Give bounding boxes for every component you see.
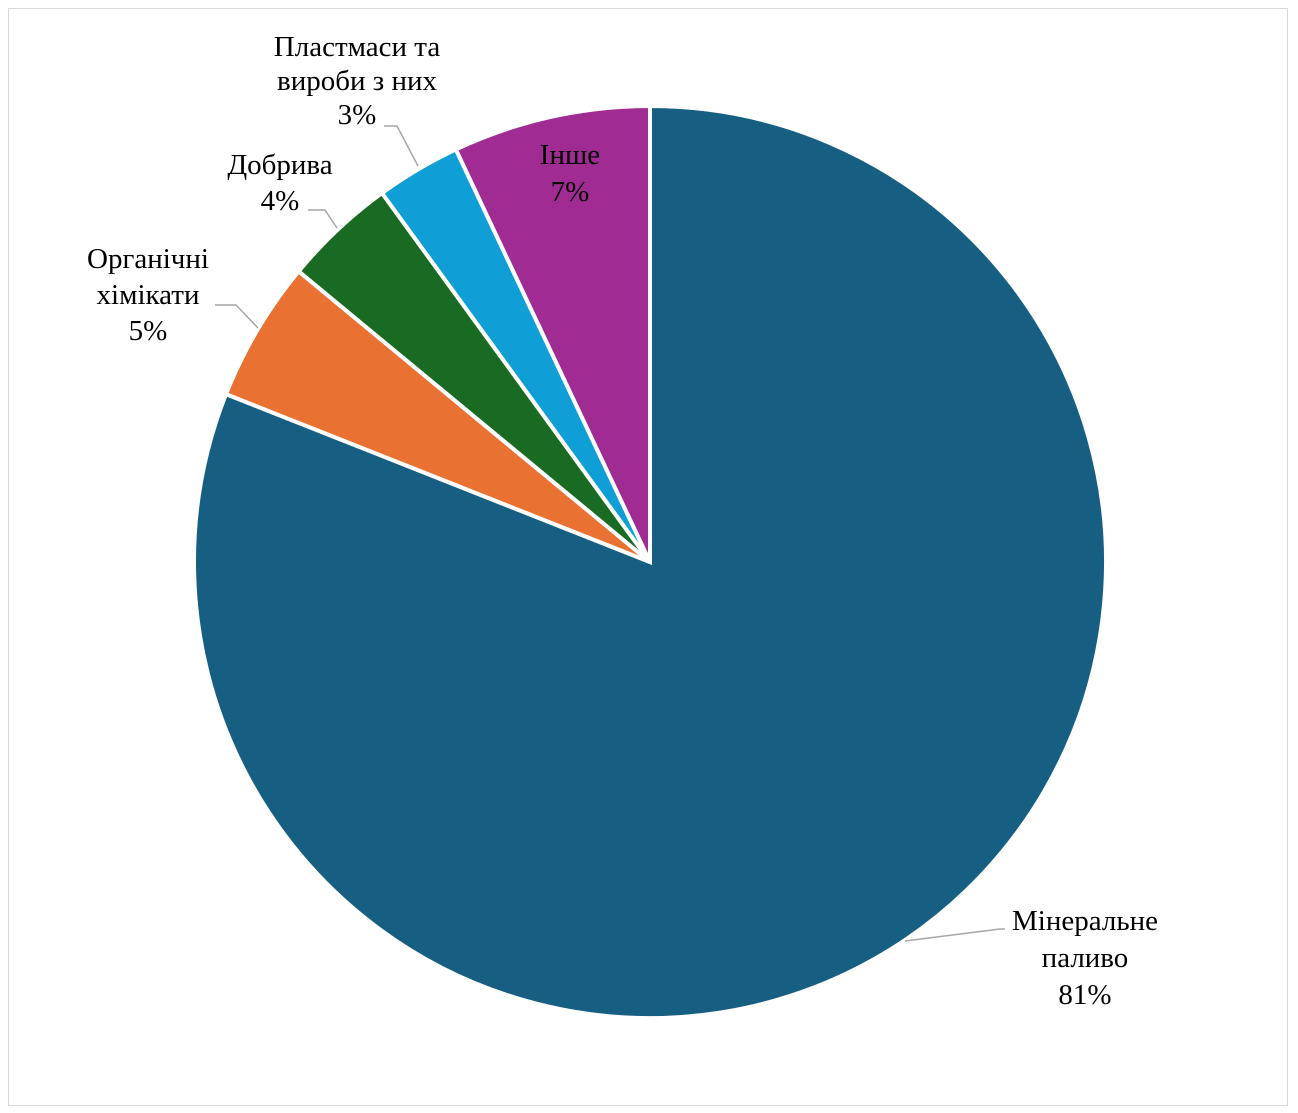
data-label-category: Пластмаси та — [274, 31, 441, 63]
data-label-value: 7% — [551, 176, 590, 208]
data-label: Мінеральне паливо 81% — [1012, 905, 1158, 1011]
data-label-category: Добрива — [227, 149, 332, 181]
data-label-category: Органічні — [87, 243, 209, 275]
leader-line — [308, 210, 337, 228]
data-label: Добрива 4% — [227, 149, 332, 217]
data-label-category: Інше — [540, 139, 600, 171]
data-label-category: Мінеральне — [1012, 905, 1158, 937]
leader-line — [384, 126, 418, 166]
data-label: Органічні хімікати 5% — [87, 243, 209, 347]
data-label-value: 5% — [129, 315, 168, 347]
leader-line — [215, 305, 258, 328]
data-label-category: хімікати — [97, 279, 200, 311]
data-label-value: 4% — [261, 185, 300, 217]
data-label-value: 81% — [1058, 979, 1111, 1011]
data-label-value: 3% — [338, 99, 377, 131]
data-label: Пластмаси та вироби з них 3% — [274, 31, 441, 131]
data-label-category: вироби з них — [277, 65, 437, 97]
data-label-category: паливо — [1042, 942, 1129, 974]
pie-slices — [194, 106, 1106, 1018]
